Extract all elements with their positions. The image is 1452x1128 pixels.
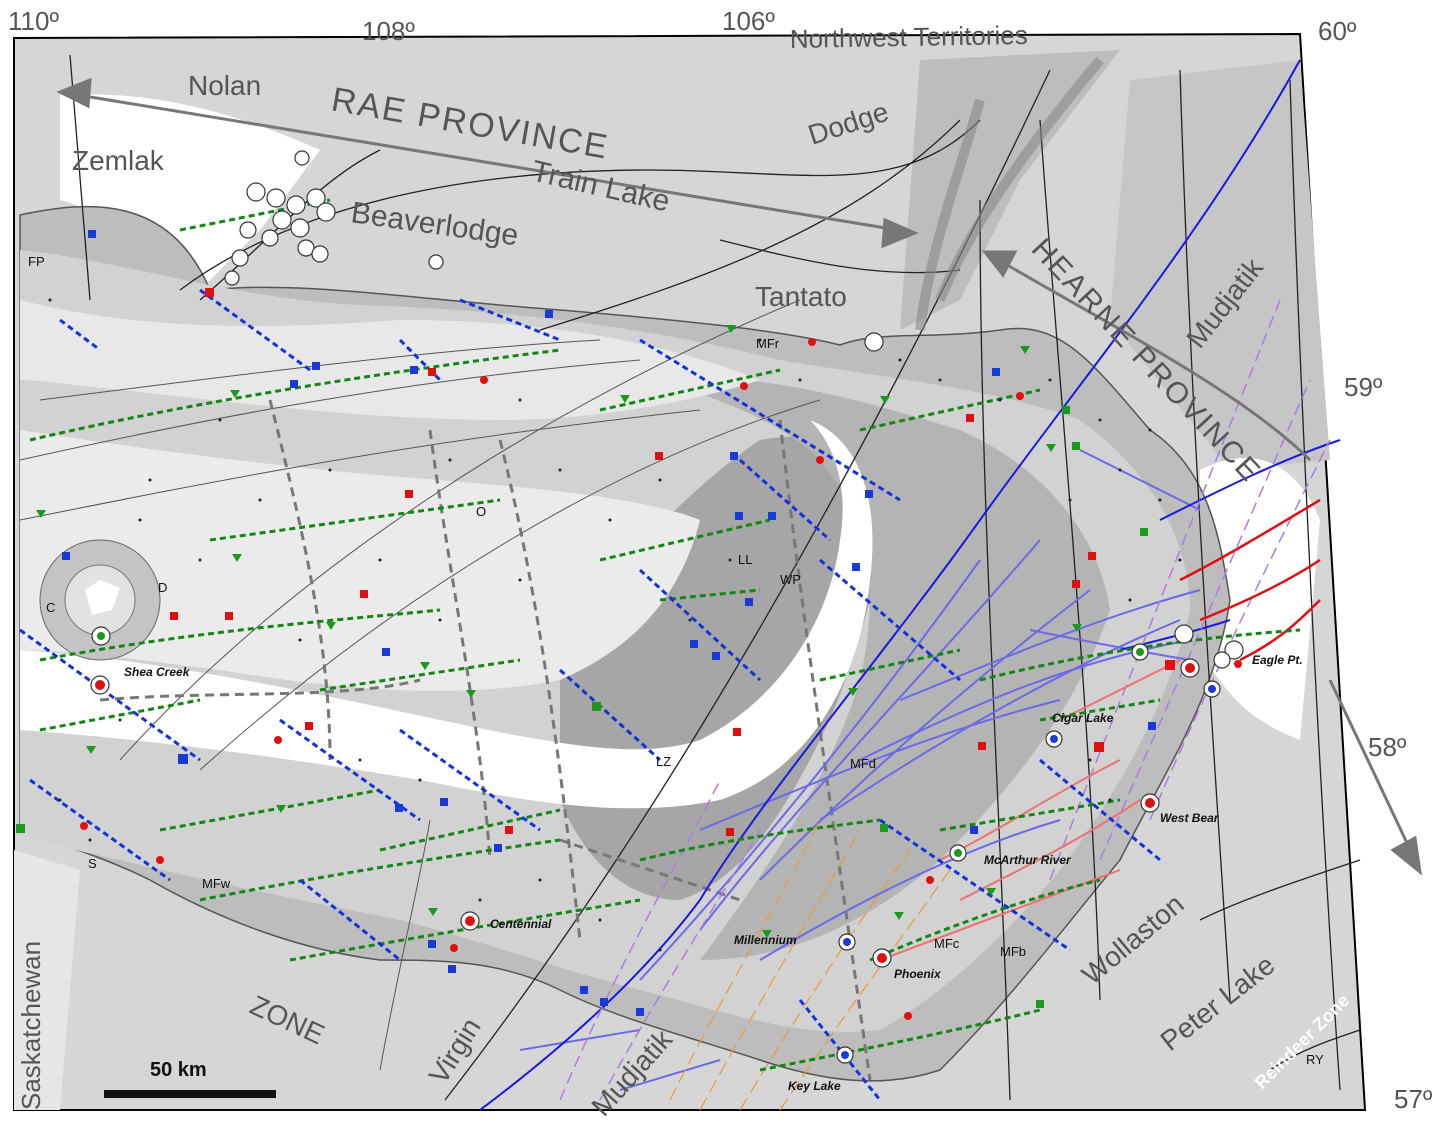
lat-57-label: 57º xyxy=(1394,1084,1433,1114)
lat-59-label: 59º xyxy=(1344,372,1383,402)
white-inlier-north xyxy=(60,94,320,290)
domain-tantato: Tantato xyxy=(755,281,847,312)
sample-dot-icon xyxy=(80,338,1242,1020)
lon-110-label: 110º xyxy=(8,6,59,36)
basin-north-light xyxy=(20,300,760,420)
domain-zemlak: Zemlak xyxy=(72,145,165,176)
region-saskatchewan: Saskatchewan xyxy=(16,941,46,1110)
label-mfc: MFc xyxy=(934,936,960,951)
label-mfb: MFb xyxy=(1000,944,1026,959)
lon-60-label: 60º xyxy=(1318,16,1357,46)
basin-ring-dark xyxy=(660,378,1110,961)
region-northwest-territories: Northwest Territories xyxy=(790,20,1028,54)
white-inlier-east xyxy=(1200,458,1320,740)
lineaments-orange xyxy=(669,819,951,1111)
label-mfr: MFr xyxy=(756,336,780,351)
basin-centre-light xyxy=(20,430,700,691)
deposit-circle-icon xyxy=(224,150,1244,669)
faults-black xyxy=(69,54,1361,1101)
label-ll: LL xyxy=(738,552,752,567)
domain-nolan: Nolan xyxy=(188,70,261,101)
deposit-mcarthur-river: McArthur River xyxy=(984,853,1072,867)
deposit-west-bear: West Bear xyxy=(1160,811,1220,825)
deposit-phoenix: Phoenix xyxy=(894,967,942,981)
deposit-centennial: Centennial xyxy=(490,917,552,931)
deposit-eagle-pt: Eagle Pt. xyxy=(1252,653,1303,667)
label-mfw: MFw xyxy=(202,876,231,891)
deposit-cigar-lake: Cigar Lake xyxy=(1052,711,1114,725)
sample-square-icon xyxy=(16,230,1175,1016)
scale-bar-icon xyxy=(104,1090,276,1098)
lon-106-label: 106º xyxy=(722,6,775,36)
basin-white-band xyxy=(20,420,873,809)
mudjatik-band xyxy=(1110,60,1330,470)
lat-58-label: 58º xyxy=(1368,732,1407,762)
label-o: O xyxy=(476,504,486,519)
sample-triangle-icon xyxy=(36,325,1082,938)
deposit-millennium: Millennium xyxy=(734,933,797,947)
lineaments-blue xyxy=(519,449,1201,1091)
deposit-circle-icon xyxy=(90,626,1221,1064)
label-wp: WP xyxy=(780,572,801,587)
label-lz: LZ xyxy=(656,754,671,769)
lineaments-violet xyxy=(559,299,1331,1101)
grey-band xyxy=(915,56,1104,331)
saskatchewan-strip xyxy=(14,850,80,1110)
label-mfd: MFd xyxy=(850,756,876,771)
deposit-shea-creek: Shea Creek xyxy=(124,665,191,679)
carswell-core xyxy=(85,580,120,615)
deposit-key-lake: Key Lake xyxy=(788,1079,841,1093)
label-s: S xyxy=(88,856,97,871)
arrow-icon xyxy=(56,77,1423,876)
profiles-green xyxy=(29,198,1301,1072)
lon-108-label: 108º xyxy=(362,16,415,46)
label-ry: RY xyxy=(1306,1052,1324,1067)
label-fp: FP xyxy=(28,254,45,269)
scale-bar-label: 50 km xyxy=(150,1059,207,1081)
label-c: C xyxy=(46,600,55,615)
label-d: D xyxy=(158,580,167,595)
drillholes xyxy=(48,298,1182,952)
